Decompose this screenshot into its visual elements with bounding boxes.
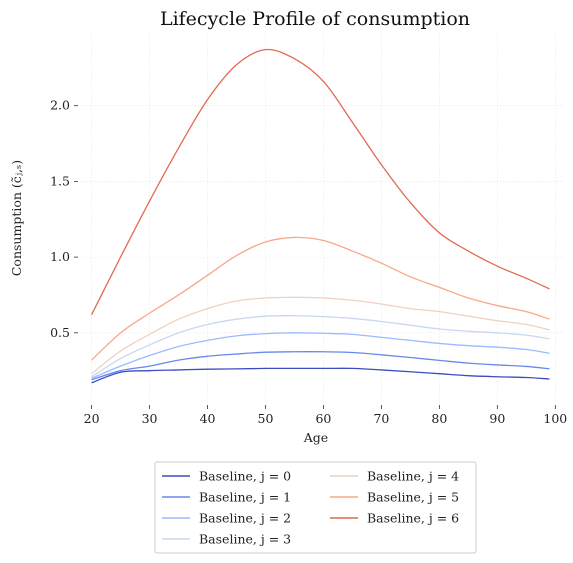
x-tick-label: 60 (315, 411, 331, 426)
x-tick-label: 30 (142, 411, 158, 426)
legend-label-j3: Baseline, j = 3 (199, 532, 291, 547)
x-tick-label: 80 (431, 411, 447, 426)
x-tick-label: 50 (258, 411, 274, 426)
x-axis-ticks: 20 30 40 50 60 70 80 90 100 (84, 405, 567, 426)
legend-label-j1: Baseline, j = 1 (199, 490, 291, 505)
legend-box (154, 461, 477, 554)
series-line-j1 (91, 351, 550, 381)
series-line-j3 (91, 315, 550, 378)
y-tick-label: 1.5 (50, 173, 70, 188)
y-tick-label: 0.5 (50, 325, 70, 340)
grid (80, 33, 564, 404)
y-axis-ticks: 0.5 1.0 1.5 2.0 (50, 98, 78, 340)
legend-label-j5: Baseline, j = 5 (367, 490, 459, 505)
x-tick-label: 40 (200, 411, 216, 426)
x-tick-label: 20 (84, 411, 100, 426)
y-tick-label: 1.0 (50, 249, 70, 264)
legend-label-j0: Baseline, j = 0 (199, 469, 291, 484)
legend-label-j4: Baseline, j = 4 (367, 469, 459, 484)
series-line-j4 (91, 296, 550, 375)
series-line-j5 (91, 236, 550, 361)
chart-title: Lifecycle Profile of consumption (160, 8, 470, 30)
y-tick-label: 2.0 (50, 98, 70, 113)
legend: Baseline, j = 0 Baseline, j = 1 Baseline, … (154, 461, 477, 554)
y-axis-label: Consumption (c̃ⱼ,ₛ) (9, 160, 24, 276)
series-lines (91, 48, 550, 384)
legend-label-j6: Baseline, j = 6 (367, 511, 459, 526)
legend-label-j2: Baseline, j = 2 (199, 511, 291, 526)
x-tick-label: 90 (489, 411, 505, 426)
x-tick-label: 100 (543, 411, 567, 426)
x-tick-label: 70 (373, 411, 389, 426)
x-axis-label: Age (303, 430, 328, 445)
series-line-j6 (91, 48, 550, 315)
series-line-j2 (91, 332, 550, 379)
series-line-j0 (91, 367, 550, 384)
